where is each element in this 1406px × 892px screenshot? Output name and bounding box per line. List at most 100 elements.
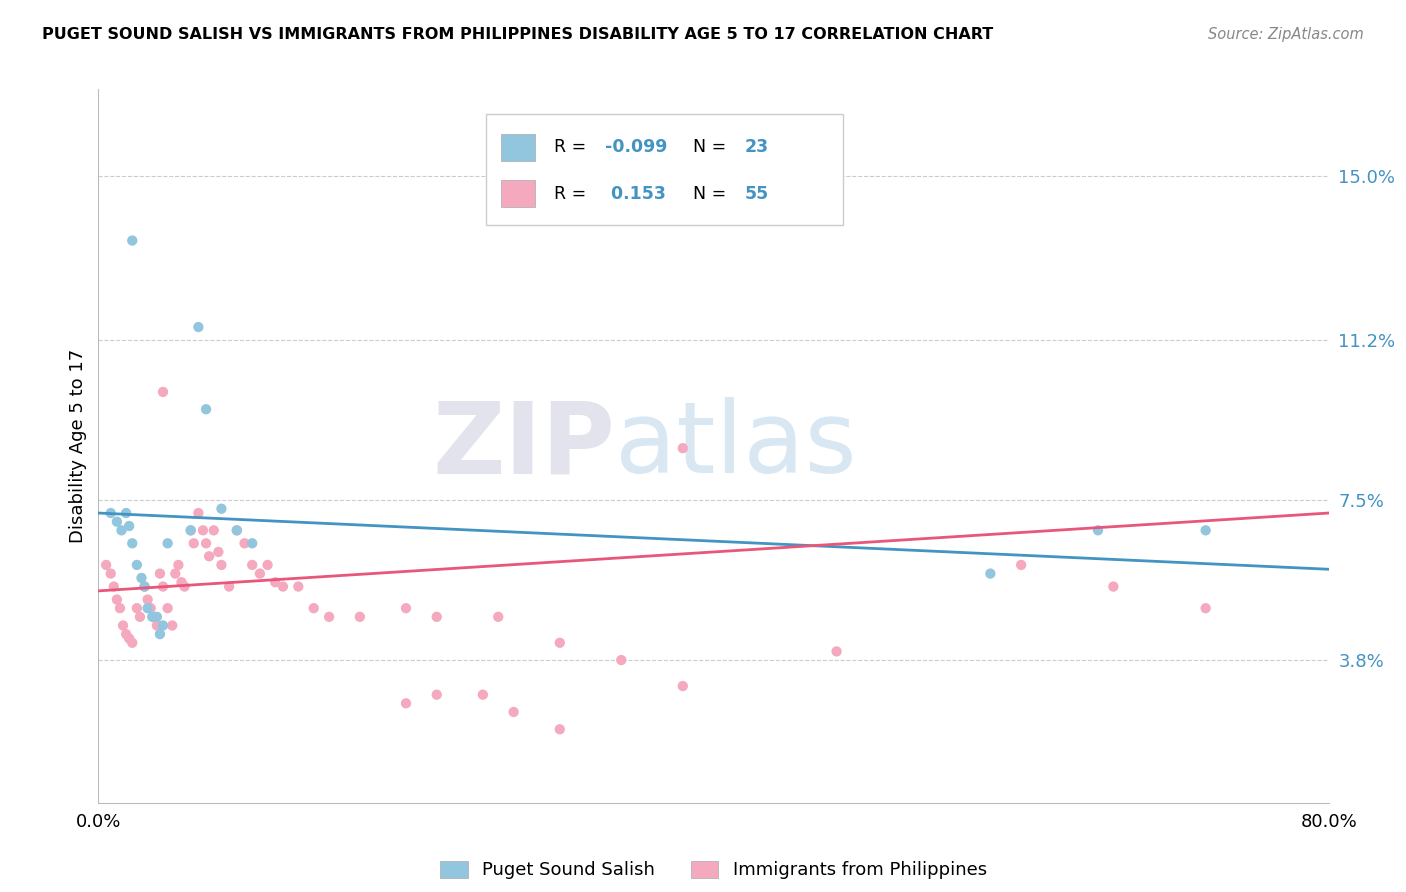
Text: ZIP: ZIP <box>432 398 616 494</box>
Point <box>502 705 524 719</box>
Point <box>672 441 695 455</box>
Point <box>187 320 209 334</box>
Point <box>471 688 494 702</box>
Point <box>165 566 187 581</box>
Point <box>1010 558 1032 572</box>
Point <box>218 580 240 594</box>
Point <box>225 524 247 538</box>
Point <box>125 601 148 615</box>
Point <box>195 536 218 550</box>
Point <box>110 524 132 538</box>
Point <box>125 558 148 572</box>
Bar <box>501 180 536 207</box>
FancyBboxPatch shape <box>486 114 842 225</box>
Point <box>121 536 143 550</box>
Point <box>187 506 209 520</box>
Point <box>149 566 172 581</box>
Point <box>108 601 131 615</box>
Point <box>121 234 143 248</box>
Text: 23: 23 <box>744 138 769 156</box>
Text: atlas: atlas <box>616 398 856 494</box>
Point <box>136 601 159 615</box>
Point <box>121 636 143 650</box>
Text: N =: N = <box>693 138 731 156</box>
Point <box>395 696 418 710</box>
Point <box>115 627 138 641</box>
Text: N =: N = <box>693 185 731 202</box>
Point <box>211 558 233 572</box>
Y-axis label: Disability Age 5 to 17: Disability Age 5 to 17 <box>69 349 87 543</box>
Point <box>318 610 340 624</box>
Point <box>233 536 256 550</box>
Point <box>180 524 202 538</box>
Text: R =: R = <box>554 185 592 202</box>
Text: R =: R = <box>554 138 592 156</box>
Point <box>1195 601 1218 615</box>
Point <box>142 610 165 624</box>
Point <box>240 558 263 572</box>
Point <box>395 601 418 615</box>
Text: Source: ZipAtlas.com: Source: ZipAtlas.com <box>1208 27 1364 42</box>
Text: 0.153: 0.153 <box>606 185 666 202</box>
Point <box>287 580 309 594</box>
Point <box>156 536 179 550</box>
Text: 55: 55 <box>744 185 769 202</box>
Point <box>271 580 294 594</box>
Point <box>225 524 247 538</box>
Point <box>146 618 169 632</box>
Legend: Puget Sound Salish, Immigrants from Philippines: Puget Sound Salish, Immigrants from Phil… <box>440 861 987 880</box>
Point <box>672 679 695 693</box>
Point <box>1087 524 1109 538</box>
Point <box>486 610 509 624</box>
Point <box>207 545 229 559</box>
Text: PUGET SOUND SALISH VS IMMIGRANTS FROM PHILIPPINES DISABILITY AGE 5 TO 17 CORRELA: PUGET SOUND SALISH VS IMMIGRANTS FROM PH… <box>42 27 994 42</box>
Point <box>139 601 162 615</box>
Point <box>105 592 128 607</box>
Point <box>162 618 183 632</box>
Point <box>979 566 1001 581</box>
Point <box>426 688 449 702</box>
Point <box>240 536 263 550</box>
Point <box>152 618 174 632</box>
Point <box>131 571 153 585</box>
Point <box>170 575 193 590</box>
Point <box>146 610 169 624</box>
Point <box>1102 580 1125 594</box>
Point <box>211 501 233 516</box>
Point <box>134 580 156 594</box>
Point <box>198 549 221 564</box>
Point <box>256 558 278 572</box>
Point <box>548 636 571 650</box>
Point <box>173 580 195 594</box>
Point <box>1195 524 1218 538</box>
Point <box>180 524 202 538</box>
Point <box>134 580 156 594</box>
Point <box>426 610 449 624</box>
Point <box>100 566 122 581</box>
Point <box>183 536 205 550</box>
Point <box>105 515 128 529</box>
Point <box>118 632 141 646</box>
Point <box>610 653 633 667</box>
Point <box>129 610 152 624</box>
Point <box>149 627 172 641</box>
Point <box>156 601 179 615</box>
Point <box>302 601 325 615</box>
Point <box>152 384 174 399</box>
Bar <box>501 134 536 161</box>
Point <box>100 506 122 520</box>
Point <box>548 723 571 737</box>
Point <box>136 592 159 607</box>
Point <box>112 618 135 632</box>
Text: -0.099: -0.099 <box>606 138 668 156</box>
Point <box>141 610 163 624</box>
Point <box>249 566 271 581</box>
Point <box>825 644 848 658</box>
Point <box>202 524 225 538</box>
Point <box>349 610 371 624</box>
Point <box>115 506 138 520</box>
Point <box>118 519 141 533</box>
Point <box>94 558 117 572</box>
Point <box>103 580 125 594</box>
Point <box>167 558 190 572</box>
